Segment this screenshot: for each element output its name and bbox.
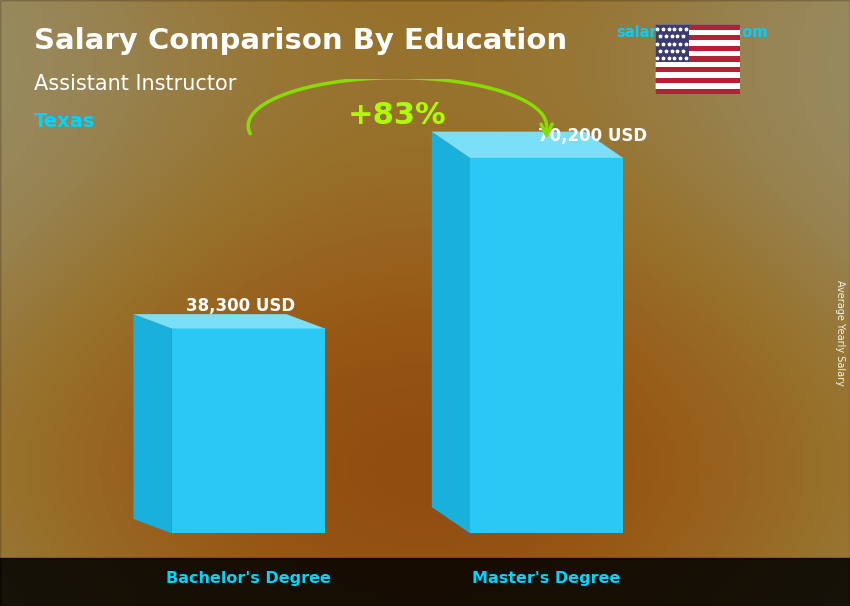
Text: Average Yearly Salary: Average Yearly Salary <box>835 281 845 386</box>
Text: Salary Comparison By Education: Salary Comparison By Education <box>34 27 567 55</box>
Polygon shape <box>432 132 623 158</box>
Polygon shape <box>133 519 325 533</box>
Polygon shape <box>133 314 172 533</box>
Bar <box>654 45 740 51</box>
Bar <box>654 35 740 41</box>
Bar <box>654 41 740 45</box>
Text: 38,300 USD: 38,300 USD <box>186 297 295 315</box>
Text: .com: .com <box>728 25 768 41</box>
Polygon shape <box>133 314 325 328</box>
Text: Bachelor's Degree: Bachelor's Degree <box>166 571 331 586</box>
Text: salary: salary <box>616 25 666 41</box>
Polygon shape <box>172 328 325 533</box>
Bar <box>654 73 740 78</box>
Bar <box>0 558 850 606</box>
Bar <box>654 56 740 62</box>
Text: 70,200 USD: 70,200 USD <box>538 127 647 145</box>
Text: Texas: Texas <box>34 112 95 131</box>
Bar <box>654 67 740 73</box>
Polygon shape <box>470 158 623 533</box>
Polygon shape <box>432 507 623 533</box>
Bar <box>654 30 740 35</box>
Text: Master's Degree: Master's Degree <box>473 571 620 586</box>
Bar <box>654 88 740 94</box>
Bar <box>654 62 740 67</box>
Text: Assistant Instructor: Assistant Instructor <box>34 74 236 94</box>
Bar <box>654 24 688 62</box>
Bar <box>654 51 740 56</box>
Bar <box>654 78 740 83</box>
Polygon shape <box>432 132 470 533</box>
Bar <box>654 24 740 30</box>
Text: +83%: +83% <box>348 101 447 130</box>
Text: explorer: explorer <box>666 25 735 41</box>
Bar <box>654 83 740 88</box>
